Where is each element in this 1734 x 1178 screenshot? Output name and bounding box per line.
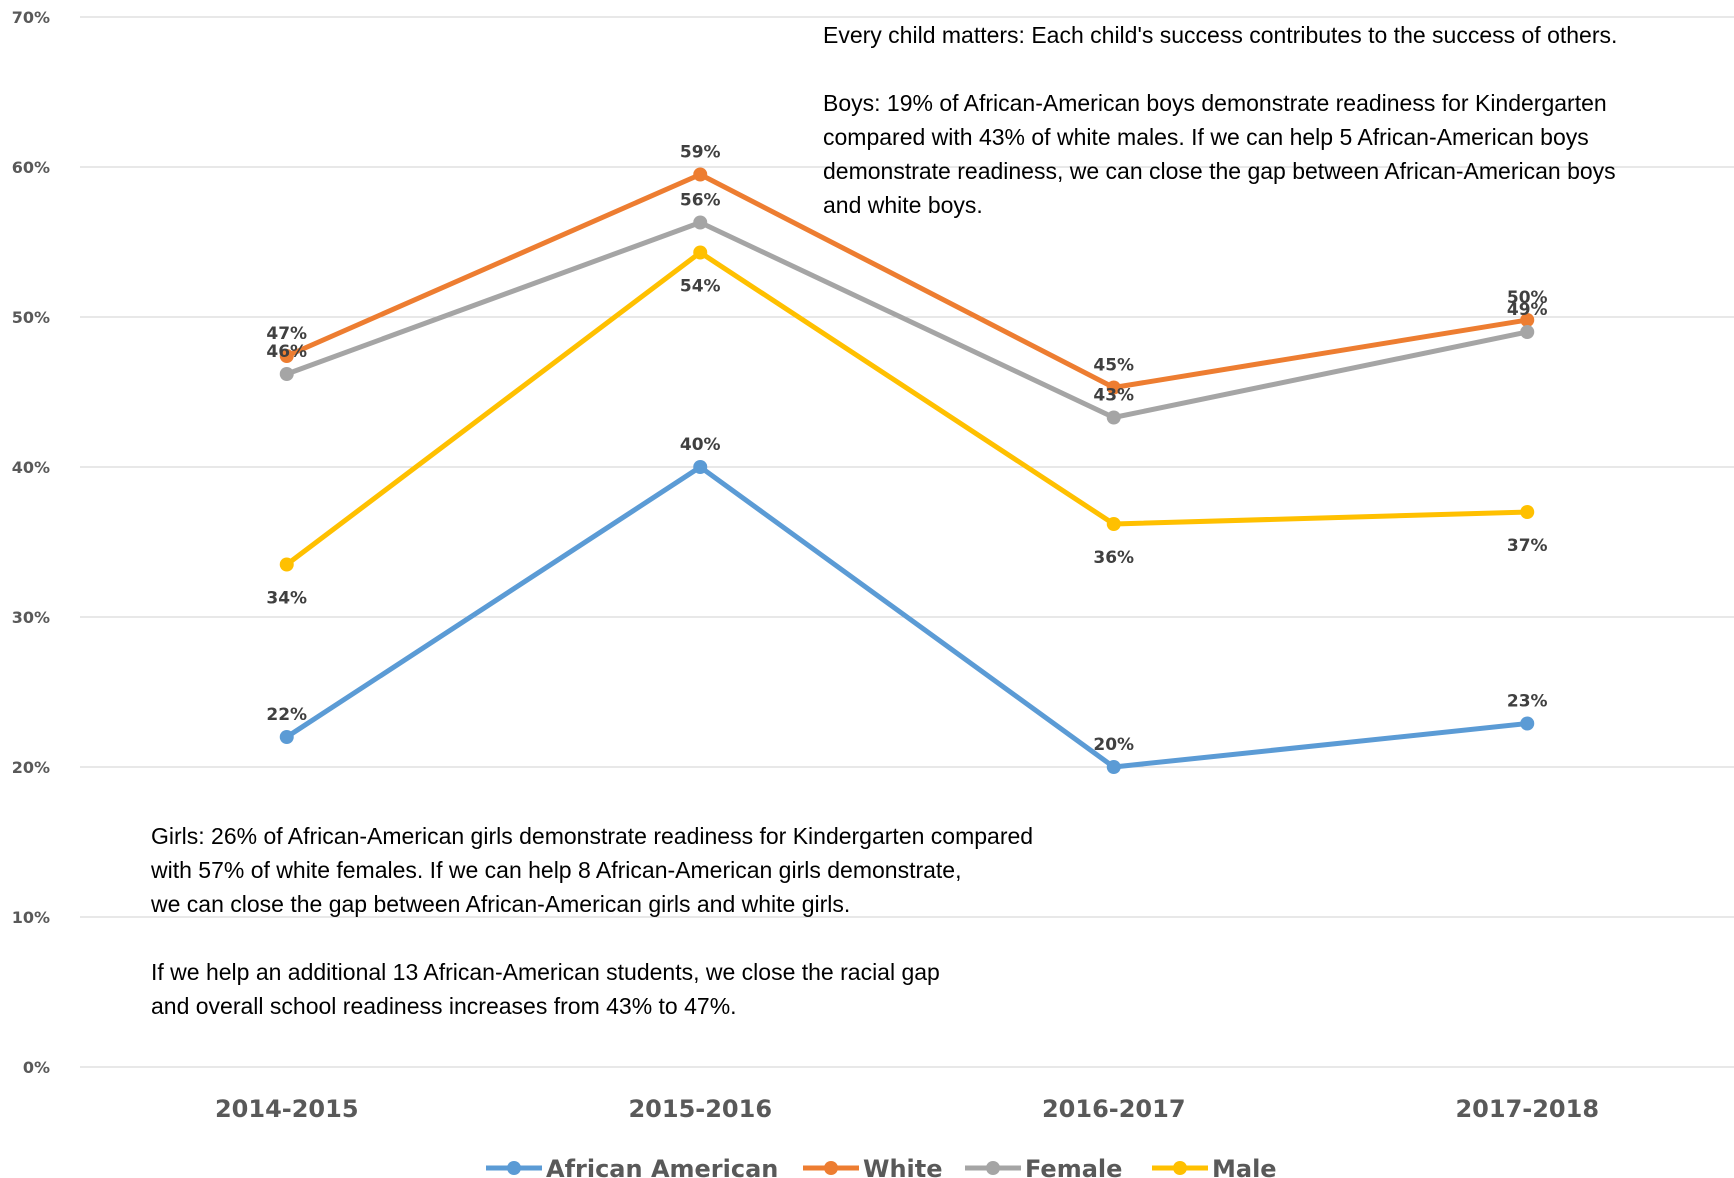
annotation-line: we can close the gap between African-Ame…	[150, 891, 850, 917]
legend-label-male: Male	[1212, 1155, 1277, 1178]
data-point-white	[1106, 380, 1121, 395]
data-label-female: 49%	[1507, 300, 1548, 320]
data-point-male	[279, 557, 294, 572]
data-labels: 22% 40% 20% 23% 47% 59% 45% 50% 46% 56% 43% 49% 34% 5…	[266, 143, 1547, 756]
annotation-line: Boys: 19% of African-American boys demon…	[823, 90, 1607, 116]
x-tick-label: 2015-2016	[628, 1095, 772, 1123]
series-line-female	[284, 220, 1530, 420]
data-point-african-american	[279, 730, 294, 744]
data-point-female	[1520, 325, 1535, 339]
data-point-female	[279, 367, 294, 381]
data-label-white: 59%	[680, 143, 721, 163]
data-point-african-american	[693, 460, 708, 474]
series-line-male	[284, 250, 1530, 567]
data-point-male	[1520, 505, 1535, 519]
y-tick-label: 60%	[12, 158, 50, 177]
data-label-african-american: 20%	[1093, 735, 1134, 755]
data-label-female: 46%	[266, 342, 307, 362]
annotation-line: with 57% of white females. If we can hel…	[150, 857, 961, 883]
data-point-female	[693, 215, 708, 230]
y-tick-label: 10%	[12, 908, 50, 927]
x-tick-label: 2016-2017	[1042, 1095, 1186, 1123]
data-label-white: 50%	[1507, 288, 1548, 308]
x-tick-label: 2014-2015	[215, 1095, 359, 1123]
y-tick-label: 0%	[23, 1058, 50, 1077]
annotation-top: Every child matters: Each child's succes…	[823, 22, 1617, 218]
legend: African American White Female Male	[486, 1155, 1277, 1178]
grid-lines	[80, 16, 1734, 1068]
data-point-white	[1520, 313, 1535, 327]
data-label-white: 47%	[266, 324, 307, 344]
legend-marker-female	[986, 1161, 1000, 1175]
data-point-white	[693, 167, 708, 182]
data-label-african-american: 23%	[1507, 692, 1548, 712]
y-axis-ticks: 0% 10% 20% 30% 40% 50% 60% 70%	[12, 8, 50, 1077]
y-tick-label: 70%	[12, 8, 50, 27]
data-point-african-american	[1106, 760, 1121, 774]
annotation-line: If we help an additional 13 African-Amer…	[151, 959, 940, 985]
data-point-african-american	[1520, 716, 1535, 731]
series-line-african-american	[284, 464, 1530, 770]
data-label-female: 56%	[680, 191, 721, 211]
y-tick-label: 30%	[12, 608, 50, 627]
data-label-male: 36%	[1093, 548, 1134, 568]
series-line-white	[284, 172, 1530, 390]
series-group	[279, 167, 1535, 774]
x-axis-ticks: 2014-2015 2015-2016 2016-2017 2017-2018	[215, 1095, 1599, 1123]
legend-marker-african-american	[507, 1161, 521, 1175]
y-tick-label: 40%	[12, 458, 50, 477]
data-label-male: 34%	[266, 589, 307, 609]
data-point-white	[279, 349, 294, 363]
annotation-line: compared with 43% of white males. If we …	[823, 124, 1589, 150]
annotation-line: and white boys.	[823, 192, 983, 218]
data-point-male	[693, 245, 708, 260]
annotation-line: Every child matters: Each child's succes…	[823, 22, 1617, 48]
data-label-white: 45%	[1093, 356, 1134, 376]
data-label-male: 54%	[680, 277, 721, 297]
x-tick-label: 2017-2018	[1455, 1095, 1599, 1123]
annotation-bottom: Girls: 26% of African-American girls dem…	[150, 823, 1033, 1019]
legend-label-female: Female	[1025, 1155, 1122, 1178]
data-point-male	[1106, 517, 1121, 531]
y-tick-label: 20%	[12, 758, 50, 777]
legend-label-white: White	[863, 1155, 943, 1178]
annotation-line: demonstrate readiness, we can close the …	[823, 158, 1616, 184]
legend-label-african-american: African American	[546, 1155, 778, 1178]
data-label-male: 37%	[1507, 536, 1548, 556]
annotation-line: Girls: 26% of African-American girls dem…	[151, 823, 1033, 849]
annotation-line: and overall school readiness increases f…	[151, 993, 737, 1019]
data-point-female	[1106, 410, 1121, 425]
data-label-female: 43%	[1093, 386, 1134, 406]
legend-marker-male	[1173, 1161, 1187, 1175]
legend-marker-white	[824, 1161, 838, 1175]
data-label-african-american: 40%	[680, 435, 721, 455]
data-label-african-american: 22%	[266, 705, 307, 725]
y-tick-label: 50%	[12, 308, 50, 327]
